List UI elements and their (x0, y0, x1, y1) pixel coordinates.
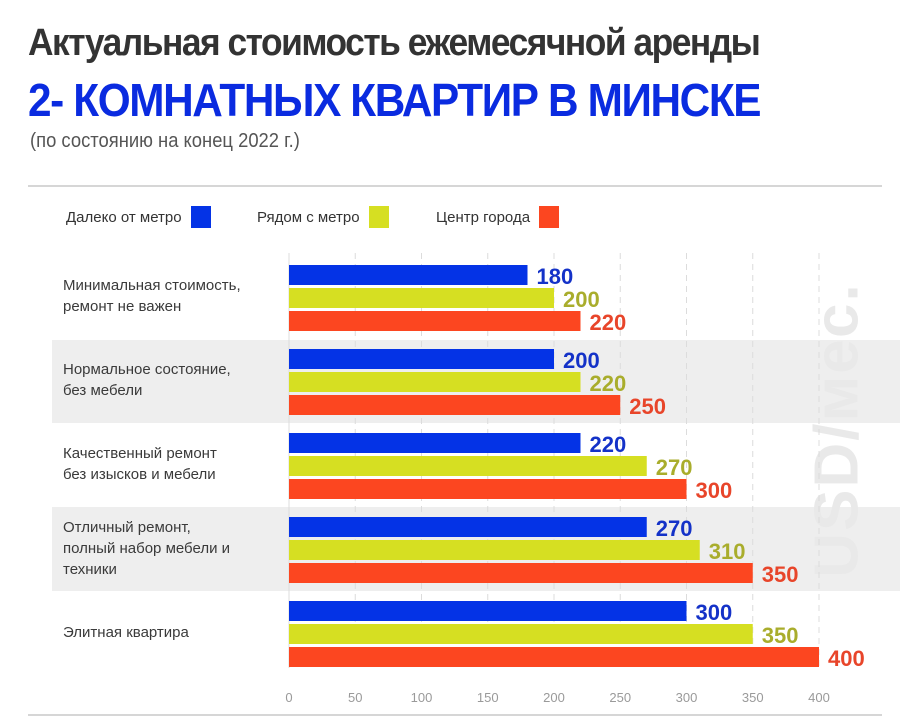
legend-item-far-from-metro: Далеко от метро (66, 206, 211, 228)
bar (289, 265, 528, 285)
legend-item-near-metro: Рядом с метро (257, 206, 389, 228)
category-label-line: полный набор мебели и (63, 539, 230, 557)
bar (289, 288, 554, 308)
category-label-line: ремонт не важен (63, 298, 182, 315)
data-label: 270 (656, 455, 693, 480)
bar (289, 372, 581, 392)
data-label: 270 (656, 516, 693, 541)
x-tick-label: 50 (348, 690, 362, 705)
top-divider (28, 185, 882, 187)
category-label: Минимальная стоимость, ремонт не важен (63, 275, 241, 317)
x-tick-label: 150 (477, 690, 499, 705)
bar (289, 563, 753, 583)
x-tick-label: 200 (543, 690, 565, 705)
category-label: Отличный ремонт, полный набор мебели и тех… (63, 517, 230, 580)
data-label: 350 (762, 562, 799, 587)
bar (289, 601, 687, 621)
data-label: 350 (762, 623, 799, 648)
data-label: 220 (590, 432, 627, 457)
data-label: 400 (828, 646, 865, 671)
bar (289, 433, 581, 453)
category-label-line: техники (63, 560, 117, 578)
category-label-line: Минимальная стоимость, (63, 277, 241, 294)
bar (289, 624, 753, 644)
category-label-line: Отличный ремонт, (63, 518, 191, 536)
category-label-line: без мебели (63, 382, 143, 399)
x-tick-label: 350 (742, 690, 764, 705)
x-tick-label: 400 (808, 690, 830, 705)
category-label: Качественный ремонт без изысков и мебели (63, 443, 217, 485)
data-label: 200 (563, 348, 600, 373)
legend-swatch (539, 206, 560, 228)
legend-label: Далеко от метро (66, 208, 182, 226)
chart-title-line1: Актуальная стоимость ежемесячной аренды (28, 22, 761, 64)
x-tick-label: 100 (411, 690, 433, 705)
x-tick-label: 0 (285, 690, 292, 705)
category-label: Элитная квартира (63, 622, 189, 643)
legend-swatch (190, 206, 211, 228)
bar (289, 647, 819, 667)
legend-swatch (368, 206, 389, 228)
legend-label: Рядом с метро (257, 208, 360, 226)
legend-item-city-center: Центр города (436, 206, 560, 228)
data-label: 220 (590, 371, 627, 396)
x-tick-label: 300 (676, 690, 698, 705)
bar (289, 517, 647, 537)
data-label: 310 (709, 539, 746, 564)
category-label: Нормальное состояние, без мебели (63, 359, 231, 401)
bar (289, 479, 687, 499)
legend-label: Центр города (436, 208, 531, 226)
bar (289, 540, 700, 560)
chart-title-line2: 2- КОМНАТНЫХ КВАРТИР В МИНСКЕ (28, 74, 762, 126)
data-label: 180 (537, 264, 574, 289)
category-label-line: Нормальное состояние, (63, 361, 231, 378)
x-tick-label: 250 (609, 690, 631, 705)
bar (289, 349, 554, 369)
bar (289, 311, 581, 331)
data-label: 300 (696, 478, 733, 503)
data-label: 300 (696, 600, 733, 625)
data-label: 220 (590, 310, 627, 335)
chart-subtitle: (по состоянию на конец 2022 г.) (30, 130, 300, 152)
category-label-line: без изысков и мебели (63, 466, 216, 483)
data-label: 200 (563, 287, 600, 312)
data-label: 250 (629, 394, 666, 419)
bottom-divider (28, 714, 882, 716)
bar (289, 395, 621, 415)
category-label-line: Элитная квартира (63, 623, 189, 641)
bar (289, 456, 647, 476)
category-label-line: Качественный ремонт (63, 445, 217, 462)
